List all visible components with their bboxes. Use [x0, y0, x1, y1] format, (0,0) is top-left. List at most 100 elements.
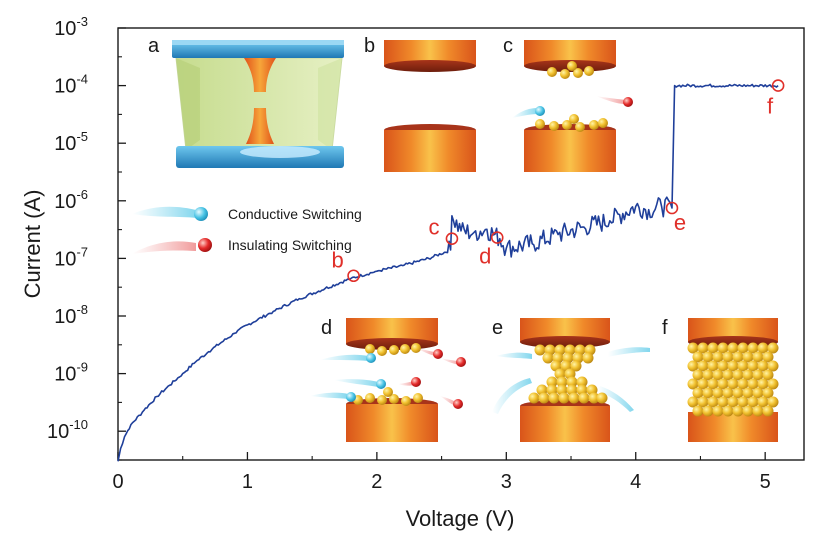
au-atom	[578, 392, 590, 404]
au-atom	[762, 369, 774, 381]
au-atom	[692, 405, 704, 417]
au-atom	[722, 405, 734, 417]
au-atom	[687, 342, 699, 354]
x-tick-label: 4	[630, 471, 641, 493]
marker-e	[665, 201, 679, 215]
legend: Conductive Switching Insulating Switchin…	[132, 206, 362, 254]
au-atom	[707, 396, 719, 408]
au-atom	[702, 369, 714, 381]
au-atom	[727, 378, 739, 390]
au-atom	[712, 387, 724, 399]
series-line	[117, 83, 779, 462]
au-atom	[722, 351, 734, 363]
y-tick-label: 10-7	[54, 244, 88, 270]
au-atom	[737, 378, 749, 390]
au-atom	[732, 387, 744, 399]
au-atom	[568, 392, 580, 404]
au-atom	[742, 387, 754, 399]
au-atom	[556, 376, 568, 388]
marker-label-e: e	[674, 210, 686, 235]
au-atom	[692, 369, 704, 381]
au-atom	[762, 387, 774, 399]
x-tick-label: 0	[112, 471, 123, 493]
au-atom	[687, 378, 699, 390]
au-atom	[542, 352, 554, 364]
au-atom	[588, 392, 600, 404]
x-tick-label: 2	[371, 471, 382, 493]
au-atom	[762, 351, 774, 363]
au-atom	[727, 396, 739, 408]
x-tick-label: 5	[760, 471, 771, 493]
au-atom	[757, 396, 769, 408]
inset-a-device-schematic	[172, 40, 344, 168]
au-atom	[596, 392, 608, 404]
au-atom	[737, 342, 749, 354]
au-atom	[717, 342, 729, 354]
y-axis-title: Current (A)	[20, 190, 45, 299]
au-atom	[528, 392, 540, 404]
marker-d	[490, 231, 504, 244]
inset-b-electrodes-off	[384, 40, 476, 172]
y-tick-label: 10-10	[47, 417, 88, 443]
y-tick-label: 10-3	[54, 14, 88, 40]
y-tick-label: 10-9	[54, 360, 88, 386]
panel-label-a: a	[148, 35, 160, 57]
au-atom	[697, 342, 709, 354]
plot-frame	[117, 27, 805, 461]
panel-label-e: e	[492, 317, 503, 339]
au-atom	[697, 396, 709, 408]
au-atom	[570, 360, 582, 372]
au-atom	[767, 360, 779, 372]
y-tick-label: 10-8	[54, 302, 88, 328]
au-atom	[757, 378, 769, 390]
au-atom	[712, 405, 724, 417]
x-axis: 0 1 2 3 4 5	[112, 452, 771, 493]
au-atom	[687, 396, 699, 408]
au-atom	[702, 405, 714, 417]
au-atom	[752, 405, 764, 417]
au-atom	[712, 351, 724, 363]
au-atom	[752, 387, 764, 399]
au-atom	[548, 392, 560, 404]
au-atom	[687, 360, 699, 372]
marker-label-b: b	[331, 248, 343, 273]
au-atom	[732, 351, 744, 363]
au-atom	[702, 351, 714, 363]
au-atom	[534, 344, 546, 356]
inset-f-full-filament	[687, 318, 779, 442]
marker-c	[445, 232, 459, 245]
au-atom	[727, 360, 739, 372]
au-atom	[742, 369, 754, 381]
au-atom	[538, 392, 550, 404]
au-atom	[767, 396, 779, 408]
y-tick-label: 10-5	[54, 129, 88, 155]
au-atom	[707, 360, 719, 372]
au-atom	[722, 387, 734, 399]
marker-b	[347, 269, 360, 283]
panel-labels: a b c d e f	[148, 35, 668, 339]
x-tick-label: 1	[242, 471, 253, 493]
au-atom	[546, 376, 558, 388]
inset-c-partial-growth	[512, 40, 633, 172]
legend-item-insulating: Insulating Switching	[132, 237, 352, 254]
au-atom	[697, 360, 709, 372]
au-atom	[747, 396, 759, 408]
au-atom	[697, 378, 709, 390]
au-atom	[747, 360, 759, 372]
marker-label-f: f	[767, 94, 774, 119]
au-atom	[747, 342, 759, 354]
series-layer	[117, 83, 779, 462]
panel-label-d: d	[321, 317, 332, 339]
au-atom	[747, 378, 759, 390]
au-atom	[576, 376, 588, 388]
inset-d-mixed-switching	[310, 318, 466, 442]
marker-f	[771, 79, 785, 92]
au-atom	[742, 405, 754, 417]
au-atom	[722, 369, 734, 381]
au-atom	[762, 405, 774, 417]
au-atom	[752, 351, 764, 363]
au-atom	[566, 376, 578, 388]
au-atom	[558, 392, 570, 404]
au-atom	[752, 369, 764, 381]
